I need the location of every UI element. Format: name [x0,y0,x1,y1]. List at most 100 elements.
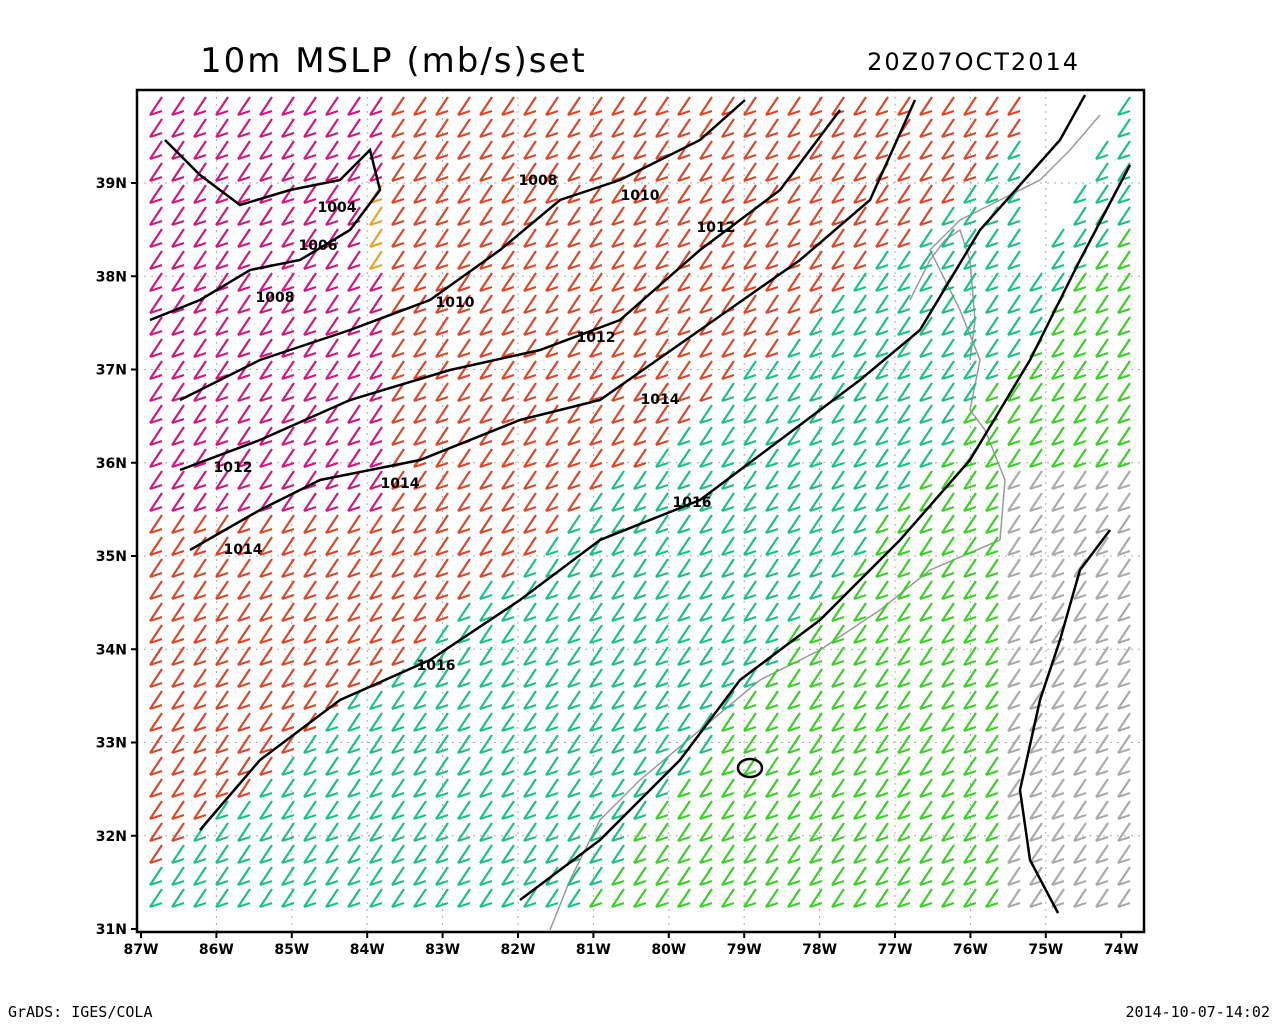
wind-barb [919,96,933,117]
wind-barb [501,822,515,843]
wind-barb [347,294,361,315]
wind-barb [303,118,317,139]
wind-barb [787,690,801,711]
wind-barb [501,624,515,645]
wind-barb [1095,734,1109,755]
wind-barb [897,822,911,843]
wind-barb [897,646,911,667]
footer-left: GrADS: IGES/COLA [8,1003,153,1021]
wind-barb [941,316,955,337]
wind-barb [325,822,339,843]
wind-barb [1073,822,1087,843]
wind-barb [831,404,845,425]
wind-barb [743,250,757,271]
wind-barb [479,800,493,821]
wind-barb [545,162,559,183]
wind-barb [149,624,163,645]
wind-barb [149,866,163,887]
wind-barb [347,426,361,447]
wind-barb [633,844,647,865]
wind-barb [1117,800,1131,821]
wind-barb [501,712,515,733]
wind-barb [545,404,559,425]
wind-barb [831,492,845,513]
wind-barb [633,228,647,249]
wind-barb [281,228,295,249]
wind-barb [545,140,559,161]
wind-barb [655,206,669,227]
wind-barb [611,866,625,887]
wind-barb [281,778,295,799]
wind-barb [699,470,713,491]
wind-barb [171,580,185,601]
wind-barb [589,800,603,821]
wind-barb [1029,536,1043,557]
wind-barb [413,734,427,755]
wind-barb [1051,624,1065,645]
wind-barbs [149,96,1131,909]
wind-barb [149,316,163,337]
wind-barb [1095,624,1109,645]
wind-barb [435,492,449,513]
wind-barb [1051,426,1065,447]
wind-barb [985,866,999,887]
wind-barb [721,382,735,403]
wind-barb [545,250,559,271]
wind-barb [325,492,339,513]
wind-barb [1117,844,1131,865]
wind-barb [259,272,273,293]
wind-barb [193,514,207,535]
wind-barb [501,668,515,689]
wind-barb [523,360,537,381]
wind-barb [391,690,405,711]
wind-barb [941,624,955,645]
wind-barb [369,646,383,667]
wind-barb [589,140,603,161]
wind-barb [457,558,471,579]
wind-barb [765,536,779,557]
wind-barb [1073,690,1087,711]
wind-barb [897,140,911,161]
wind-barb [171,272,185,293]
wind-barb [633,492,647,513]
wind-barb [589,866,603,887]
wind-barb [809,118,823,139]
wind-barb [1029,602,1043,623]
wind-barb [655,162,669,183]
wind-barb [391,382,405,403]
wind-barb [303,272,317,293]
wind-barb [941,514,955,535]
wind-barb [369,272,383,293]
wind-barb [985,646,999,667]
wind-barb [721,228,735,249]
wind-barb [237,866,251,887]
wind-barb [369,448,383,469]
wind-barb [831,800,845,821]
wind-barb [391,734,405,755]
wind-barb [259,734,273,755]
wind-barb [677,206,691,227]
wind-barb [721,272,735,293]
wind-barb [457,162,471,183]
wind-barb [721,404,735,425]
wind-barb [721,338,735,359]
wind-barb [765,338,779,359]
wind-barb [853,206,867,227]
wind-barb [611,272,625,293]
wind-barb [831,822,845,843]
wind-barb [479,712,493,733]
lat-label: 36N [96,456,127,472]
wind-barb [457,822,471,843]
wind-barb [787,602,801,623]
wind-barb [391,536,405,557]
wind-barb [501,404,515,425]
wind-barb [941,448,955,469]
wind-barb [963,888,977,909]
wind-barb [765,866,779,887]
wind-barb [281,514,295,535]
wind-barb [567,140,581,161]
wind-barb [325,250,339,271]
wind-barb [567,668,581,689]
wind-barb [237,492,251,513]
wind-barb [589,888,603,909]
